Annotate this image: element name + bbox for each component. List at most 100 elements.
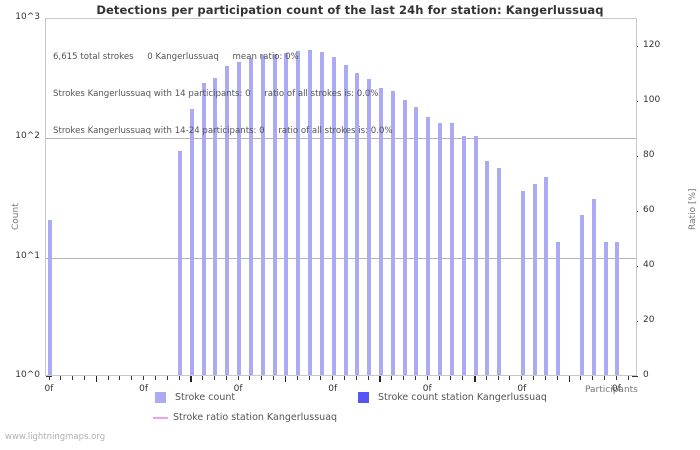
y-axis-tick-label: 10^3 [15, 12, 40, 22]
x-axis-tick [249, 376, 251, 380]
x-axis-tick-label: 0f [233, 384, 243, 394]
bar [390, 90, 395, 375]
y-axis-label: Count [11, 203, 21, 230]
x-axis-tick-label: 0f [422, 384, 432, 394]
legend-item-stroke-count[interactable]: Stroke count [155, 392, 235, 403]
y2-axis-tick-label: 40 [643, 259, 655, 270]
x-axis-tick-label: 0f [328, 384, 338, 394]
x-axis-tick [143, 376, 145, 380]
x-axis-tick [533, 376, 535, 380]
y-axis-tick-label: 10^2 [15, 131, 40, 142]
bar [178, 150, 183, 375]
x-axis-tick [438, 376, 440, 380]
y2-axis-tick-label: 0 [643, 370, 649, 380]
x-axis-tick [474, 376, 476, 382]
bar [485, 161, 490, 375]
x-axis-tick [344, 376, 345, 380]
bar [284, 52, 289, 375]
x-axis-tick [178, 376, 180, 380]
x-axis-tick [403, 376, 405, 380]
legend-label: Stroke ratio station Kangerlussuaq [173, 412, 338, 423]
plot-annotations: 6,615 total strokes 0 Kangerlussuaq mean… [53, 27, 393, 161]
legend-label: Stroke count station Kangerlussuaq [378, 392, 547, 403]
gridline [46, 257, 636, 259]
x-axis-tick-label: 0f [611, 384, 621, 394]
legend-swatch-icon [155, 392, 166, 403]
y2-axis-tick-label: 100 [643, 94, 661, 105]
bar [449, 122, 454, 375]
x-axis-tick [450, 376, 452, 380]
x-axis-tick [604, 376, 606, 380]
bar [378, 87, 383, 375]
x-axis-tick [568, 376, 571, 382]
plot-area [45, 18, 637, 376]
annotation-line-3: Strokes Kangerlussuaq with 14-24 partici… [53, 125, 393, 136]
bar [532, 183, 537, 375]
bar [189, 108, 194, 375]
x-axis-tick [154, 376, 156, 380]
x-axis-tick [213, 376, 215, 380]
chart-title: Detections per participation count of th… [96, 3, 604, 17]
y-axis-tick-label: 10^0 [15, 370, 40, 380]
x-axis-tick [119, 376, 121, 380]
x-axis-tick [521, 376, 523, 380]
x-axis-tick [308, 376, 310, 380]
legend-item-stroke-ratio-station[interactable]: Stroke ratio station Kangerlussuaq [153, 412, 338, 423]
x-axis-tick [202, 376, 204, 380]
x-axis-tick [320, 376, 322, 380]
x-axis-tick [261, 376, 263, 380]
bar [225, 65, 230, 375]
bar [367, 79, 372, 375]
bar [497, 168, 502, 375]
bar [213, 77, 218, 375]
bar [296, 50, 301, 375]
bar [260, 55, 265, 375]
x-axis-tick [225, 376, 227, 380]
bar [355, 72, 360, 375]
bar [603, 242, 608, 375]
bar [520, 190, 525, 375]
x-axis-tick [391, 376, 393, 380]
bar [461, 136, 466, 375]
bar [237, 61, 242, 375]
x-axis-tick [332, 376, 334, 380]
x-axis-tick [107, 376, 109, 380]
bar [414, 107, 419, 375]
gridline [46, 138, 636, 140]
bar [473, 136, 478, 375]
x-axis-tick [72, 376, 74, 380]
x-axis-tick [48, 376, 50, 380]
y2-axis-tick-label: 20 [643, 314, 655, 325]
legend-item-stroke-count-station[interactable]: Stroke count station Kangerlussuaq [358, 392, 547, 403]
x-axis-tick-label: 0f [139, 384, 148, 394]
legend-swatch-icon [358, 392, 369, 403]
x-axis-tick [95, 376, 98, 382]
bar [544, 176, 549, 375]
bar [319, 52, 324, 375]
x-axis-tick [355, 376, 357, 380]
legend-line-icon [153, 416, 168, 419]
x-axis-tick [509, 376, 511, 380]
x-axis-tick [367, 376, 369, 380]
x-axis-tick [592, 376, 594, 380]
x-axis-tick [485, 376, 487, 380]
x-axis-label: Participants [585, 385, 638, 395]
x-axis-tick [296, 376, 298, 380]
bar [426, 117, 431, 375]
x-axis-tick [237, 376, 239, 380]
watermark: www.lightningmaps.org [5, 432, 106, 442]
bar [343, 64, 348, 375]
x-axis-tick [131, 376, 133, 380]
x-axis-tick [497, 376, 499, 380]
x-axis-tick-label: 0f [44, 384, 54, 394]
bar [331, 57, 336, 375]
bar [591, 198, 596, 375]
bar [272, 53, 277, 375]
x-axis-tick [627, 376, 629, 380]
bar [48, 219, 52, 375]
y2-axis-tick-label: 120 [643, 39, 661, 50]
y2-axis-label: Ratio [%] [688, 188, 698, 230]
x-axis-tick [580, 376, 582, 380]
x-axis-tick [166, 376, 168, 380]
